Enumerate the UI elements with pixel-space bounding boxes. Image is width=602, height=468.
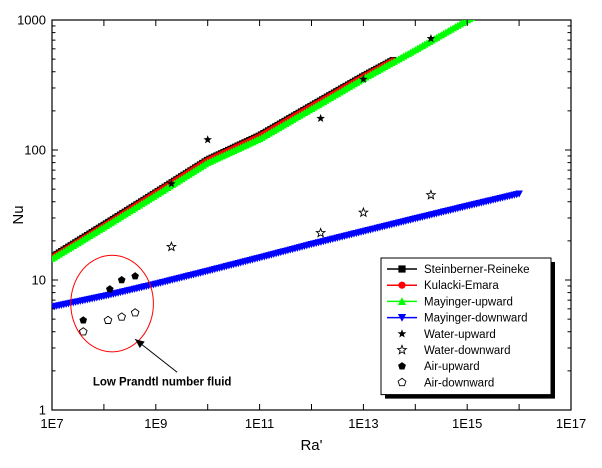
legend-marker bbox=[397, 377, 407, 387]
legend-label: Air-downward bbox=[424, 377, 494, 389]
data-point bbox=[131, 272, 139, 280]
series-layer bbox=[52, 0, 523, 336]
x-tick-label: 1E13 bbox=[348, 416, 378, 431]
data-point bbox=[475, 10, 483, 17]
series-water-upward bbox=[167, 34, 436, 188]
legend-label: Air-upward bbox=[424, 361, 480, 373]
legend-item: Water-upward bbox=[397, 329, 496, 341]
x-tick-label: 1E7 bbox=[40, 416, 63, 431]
data-point bbox=[167, 179, 176, 188]
data-point bbox=[485, 5, 493, 12]
legend-marker bbox=[397, 297, 407, 305]
legend-marker bbox=[397, 329, 407, 338]
y-tick-label: 100 bbox=[24, 143, 46, 158]
legend-marker bbox=[398, 362, 406, 370]
data-point bbox=[489, 3, 497, 10]
series-air-downward bbox=[78, 308, 140, 336]
series-air-upward bbox=[79, 272, 139, 324]
data-point bbox=[426, 34, 436, 43]
legend: Steinberner-Reineke Kulacki-Emara Mayinger… bbox=[380, 257, 555, 399]
data-point bbox=[78, 327, 88, 336]
legend-item: Kulacki-Emara bbox=[387, 280, 499, 292]
data-point bbox=[478, 9, 486, 16]
data-point bbox=[492, 2, 500, 9]
legend-box bbox=[380, 257, 552, 396]
series-water-downward bbox=[165, 189, 437, 252]
legend-label: Kulacki-Emara bbox=[424, 280, 499, 292]
legend-item: Mayinger-upward bbox=[387, 296, 513, 308]
y-tick-label: 1000 bbox=[17, 13, 46, 28]
legend-marker bbox=[396, 344, 408, 355]
x-axis-title: Ra' bbox=[300, 437, 322, 454]
legend-label: Steinberner-Reineke bbox=[424, 264, 529, 276]
legend-item: Air-downward bbox=[397, 377, 494, 389]
data-point bbox=[515, 190, 523, 198]
data-point bbox=[487, 4, 495, 11]
data-point bbox=[499, 0, 507, 5]
data-point bbox=[501, 0, 509, 4]
data-point bbox=[468, 20, 476, 21]
data-point bbox=[494, 1, 502, 8]
annotation-ellipse bbox=[70, 254, 154, 353]
legend-item: Air-upward bbox=[398, 361, 480, 373]
data-point bbox=[117, 276, 126, 284]
data-point bbox=[504, 0, 512, 3]
legend-label: Water-downward bbox=[424, 345, 511, 357]
legend-label: Water-upward bbox=[424, 329, 496, 341]
data-point bbox=[117, 312, 127, 321]
data-point bbox=[480, 8, 488, 15]
ticks-layer: 1E7 1E9 1E11 1E13 1E15 1E17 1 10 100 1000 bbox=[17, 13, 586, 432]
y-tick-label: 10 bbox=[32, 273, 46, 288]
data-point bbox=[130, 308, 140, 317]
legend-item: Mayinger-downward bbox=[387, 313, 528, 325]
annotation-arrowhead bbox=[135, 339, 145, 348]
legend-item: Steinberner-Reineke bbox=[387, 264, 529, 276]
y-axis-title: Nu bbox=[10, 205, 27, 224]
data-point bbox=[496, 0, 504, 6]
data-point bbox=[315, 227, 327, 238]
data-point bbox=[106, 285, 114, 293]
legend-marker bbox=[397, 314, 407, 322]
data-point bbox=[316, 113, 325, 123]
y-tick-label: 1 bbox=[39, 403, 46, 418]
data-point bbox=[103, 315, 113, 324]
series-mayinger-upward bbox=[52, 0, 514, 262]
data-point bbox=[165, 241, 177, 252]
data-point bbox=[473, 11, 481, 18]
data-point bbox=[203, 135, 212, 144]
data-point bbox=[506, 0, 514, 2]
x-tick-label: 1E15 bbox=[452, 416, 482, 431]
series-mayinger-downward bbox=[52, 190, 523, 311]
data-point bbox=[482, 7, 490, 14]
annotation-layer: Low Prandtl number fluid bbox=[70, 254, 232, 388]
annotation-label: Low Prandtl number fluid bbox=[93, 376, 232, 388]
x-tick-label: 1E17 bbox=[556, 416, 586, 431]
data-point bbox=[79, 316, 88, 324]
legend-marker bbox=[398, 265, 406, 273]
legend-marker bbox=[398, 281, 406, 289]
legend-item: Water-downward bbox=[396, 344, 511, 357]
data-point bbox=[357, 206, 369, 218]
legend-label: Mayinger-upward bbox=[424, 296, 513, 308]
data-point bbox=[425, 189, 437, 200]
data-point bbox=[470, 13, 478, 20]
data-point bbox=[359, 74, 368, 83]
x-tick-label: 1E9 bbox=[144, 416, 167, 431]
x-tick-label: 1E11 bbox=[245, 416, 274, 431]
legend-label: Mayinger-downward bbox=[424, 313, 528, 325]
